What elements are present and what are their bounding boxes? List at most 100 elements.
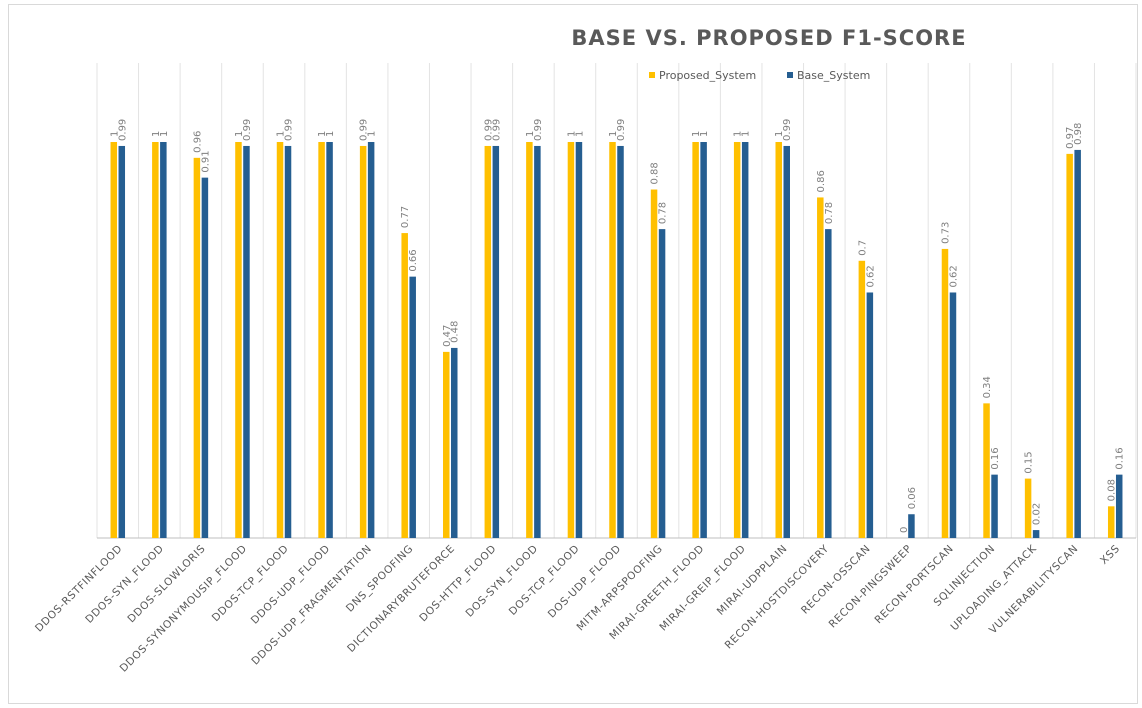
bar-proposed-system bbox=[858, 260, 866, 538]
data-label-base-system: 0.99 bbox=[616, 119, 627, 141]
data-label-base-system: 0.78 bbox=[658, 202, 669, 224]
bars bbox=[110, 142, 1123, 539]
data-label-base-system: 0.62 bbox=[948, 265, 959, 287]
bar-base-system bbox=[617, 145, 624, 538]
data-label-proposed-system: 1 bbox=[317, 131, 328, 137]
bar-proposed-system bbox=[152, 142, 159, 538]
data-label-base-system: 0.98 bbox=[1073, 123, 1084, 145]
legend-swatch-proposed bbox=[649, 72, 655, 78]
bar-base-system bbox=[783, 145, 790, 538]
data-label-base-system: 0.99 bbox=[284, 119, 295, 141]
bar-base-system bbox=[1074, 149, 1081, 539]
bar-base-system bbox=[949, 292, 957, 538]
bar-proposed-system bbox=[650, 189, 658, 538]
data-label-proposed-system: 0.15 bbox=[1024, 451, 1035, 473]
bar-base-system bbox=[1115, 474, 1123, 538]
category-label: MIRAI-UDPPLAIN bbox=[715, 543, 790, 618]
data-label-proposed-system: 1 bbox=[109, 131, 120, 137]
bar-base-system bbox=[866, 292, 874, 538]
data-label-proposed-system: 0.99 bbox=[359, 119, 370, 141]
bar-proposed-system bbox=[941, 248, 949, 539]
bar-base-system bbox=[284, 145, 292, 538]
data-label-base-system: 1 bbox=[699, 131, 710, 137]
bar-proposed-system bbox=[526, 142, 533, 538]
bar-proposed-system bbox=[1024, 478, 1032, 538]
category-label: DOS-UDP_FLOOD bbox=[546, 543, 624, 621]
data-label-proposed-system: 0.7 bbox=[857, 240, 868, 256]
data-label-proposed-system: 1 bbox=[608, 131, 619, 137]
category-label: DDOS-SLOWLORIS bbox=[125, 543, 208, 626]
data-label-base-system: 0.06 bbox=[907, 487, 918, 509]
bar-proposed-system bbox=[567, 142, 575, 538]
category-label: XSS bbox=[1098, 543, 1122, 567]
category-label: DDOS-UDP_FLOOD bbox=[249, 543, 333, 627]
category-label: DOS-SYN_FLOOD bbox=[463, 543, 540, 620]
bar-proposed-system bbox=[733, 142, 741, 538]
data-label-base-system: 1 bbox=[159, 131, 170, 137]
data-label-base-system: 0.99 bbox=[242, 119, 253, 141]
f1-score-bar-chart: BASE VS. PROPOSED F1-SCORE 10.99 11 0.960.… bbox=[33, 26, 1137, 675]
category-label: VULNERABILITYSCAN bbox=[987, 543, 1081, 637]
data-label-base-system: 1 bbox=[741, 131, 752, 137]
data-label-base-system: 0.78 bbox=[824, 202, 835, 224]
data-label-proposed-system: 0.99 bbox=[483, 119, 494, 141]
data-label-base-system: 0.02 bbox=[1032, 503, 1043, 525]
data-label-proposed-system: 0 bbox=[899, 527, 910, 533]
legend-label-proposed: Proposed_System bbox=[659, 69, 756, 82]
data-label-proposed-system: 1 bbox=[774, 131, 785, 137]
category-label: DDOS-SYN_FLOOD bbox=[83, 543, 166, 626]
bar-proposed-system bbox=[443, 351, 450, 538]
data-label-proposed-system: 1 bbox=[234, 131, 245, 137]
data-label-proposed-system: 0.34 bbox=[982, 376, 993, 398]
bar-proposed-system bbox=[1107, 506, 1115, 538]
data-label-base-system: 0.99 bbox=[491, 119, 502, 141]
data-label-base-system: 0.99 bbox=[533, 119, 544, 141]
chart-frame: BASE VS. PROPOSED F1-SCORE 1 0.99 1 1 0.96 0.… bbox=[8, 4, 1138, 704]
data-label-proposed-system: 0.47 bbox=[442, 325, 453, 347]
data-label-base-system: 1 bbox=[325, 131, 336, 137]
bar-base-system bbox=[991, 474, 998, 538]
legend: Proposed_System Base_System bbox=[649, 69, 870, 82]
bar-base-system bbox=[367, 142, 375, 538]
bar-base-system bbox=[534, 145, 541, 538]
bar-proposed-system bbox=[318, 142, 325, 538]
chart-title: BASE VS. PROPOSED F1-SCORE bbox=[571, 26, 966, 50]
data-label-base-system: 0.16 bbox=[990, 447, 1001, 469]
data-label-proposed-system: 1 bbox=[151, 131, 162, 137]
data-label-base-system: 1 bbox=[367, 131, 378, 137]
data-label-proposed-system: 0.86 bbox=[816, 170, 827, 192]
data-label-base-system: 0.66 bbox=[408, 249, 419, 271]
grid-lines bbox=[96, 63, 1137, 538]
category-label: DOS-TCP_FLOOD bbox=[507, 543, 582, 618]
data-label-proposed-system: 0.77 bbox=[400, 206, 411, 228]
bar-base-system bbox=[825, 229, 832, 538]
bar-base-system bbox=[201, 177, 209, 538]
data-label-proposed-system: 0.73 bbox=[940, 222, 951, 244]
data-label-base-system: 0.16 bbox=[1115, 447, 1126, 469]
bar-base-system bbox=[492, 145, 500, 538]
data-label-base-system: 0.99 bbox=[117, 119, 128, 141]
bar-base-system bbox=[451, 347, 458, 538]
bar-proposed-system bbox=[692, 142, 699, 538]
category-label: DDOS-TCP_FLOOD bbox=[210, 543, 291, 624]
bar-base-system bbox=[1032, 530, 1040, 538]
bar-base-system bbox=[160, 142, 167, 538]
bar-proposed-system bbox=[235, 142, 242, 538]
data-label-proposed-system: 1 bbox=[276, 131, 287, 137]
bar-proposed-system bbox=[775, 142, 782, 538]
bar-base-system bbox=[575, 142, 583, 538]
data-label-proposed-system: 0.88 bbox=[650, 162, 661, 184]
bar-proposed-system bbox=[1066, 153, 1073, 538]
data-label-proposed-system: 1 bbox=[691, 131, 702, 137]
category-label: DOS-HTTP_FLOOD bbox=[417, 543, 499, 625]
bar-base-system bbox=[243, 145, 250, 538]
bar-proposed-system bbox=[110, 142, 118, 538]
bar-base-system bbox=[908, 514, 915, 538]
data-label-proposed-system: 0.96 bbox=[192, 131, 203, 153]
bar-proposed-system bbox=[484, 145, 492, 538]
data-label-base-system: 0.91 bbox=[200, 150, 211, 172]
data-label-proposed-system: 1 bbox=[733, 131, 744, 137]
bar-proposed-system bbox=[193, 157, 201, 538]
category-label: RECON-PINGSWEEP bbox=[827, 543, 915, 631]
data-label-proposed-system: 0.97 bbox=[1065, 127, 1076, 149]
